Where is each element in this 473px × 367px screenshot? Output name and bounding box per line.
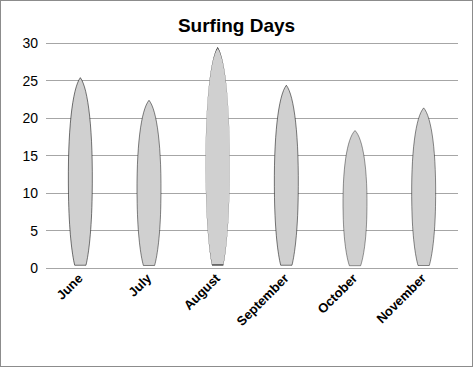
svg-text:November: November [373,271,429,327]
svg-text:August: August [181,270,224,313]
svg-text:0: 0 [30,260,38,276]
svg-text:15: 15 [22,148,38,164]
svg-text:October: October [314,271,360,317]
svg-text:Surfing Days: Surfing Days [178,15,295,36]
svg-text:5: 5 [30,223,38,239]
svg-text:20: 20 [22,110,38,126]
svg-text:June: June [54,271,86,303]
svg-text:10: 10 [22,185,38,201]
svg-text:July: July [125,270,155,300]
svg-text:September: September [234,271,292,329]
svg-text:25: 25 [22,73,38,89]
svg-text:30: 30 [22,35,38,51]
